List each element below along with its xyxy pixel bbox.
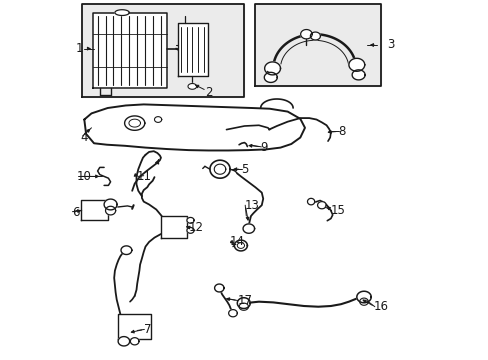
Text: 11: 11	[136, 170, 151, 183]
Polygon shape	[105, 206, 115, 215]
Text: 12: 12	[188, 221, 203, 234]
Polygon shape	[82, 4, 244, 97]
Polygon shape	[307, 198, 314, 205]
Polygon shape	[93, 13, 167, 88]
Polygon shape	[317, 202, 325, 209]
Polygon shape	[186, 228, 194, 233]
Polygon shape	[209, 160, 230, 178]
Text: 13: 13	[244, 199, 259, 212]
Text: 9: 9	[260, 141, 267, 154]
Text: 16: 16	[373, 300, 388, 313]
Polygon shape	[351, 70, 365, 80]
Polygon shape	[300, 30, 311, 39]
Text: 3: 3	[386, 39, 393, 51]
Polygon shape	[228, 310, 237, 317]
Text: 17: 17	[237, 294, 252, 307]
Polygon shape	[81, 200, 107, 220]
Polygon shape	[264, 62, 280, 75]
Polygon shape	[356, 291, 370, 303]
Polygon shape	[214, 284, 224, 292]
Text: 7: 7	[143, 323, 151, 336]
Polygon shape	[234, 240, 247, 251]
Text: 1: 1	[75, 42, 82, 55]
Polygon shape	[187, 84, 196, 89]
Polygon shape	[118, 314, 151, 339]
Text: 5: 5	[241, 163, 248, 176]
Polygon shape	[154, 117, 162, 122]
Polygon shape	[237, 298, 250, 309]
Polygon shape	[255, 4, 381, 86]
Polygon shape	[118, 337, 129, 346]
Polygon shape	[178, 23, 208, 76]
Polygon shape	[161, 216, 186, 238]
Text: 15: 15	[330, 204, 345, 217]
Text: 2: 2	[204, 86, 212, 99]
Polygon shape	[124, 116, 144, 130]
Text: 8: 8	[337, 125, 345, 138]
Polygon shape	[264, 72, 277, 82]
Polygon shape	[121, 246, 132, 255]
Polygon shape	[186, 217, 194, 223]
Polygon shape	[104, 199, 117, 210]
Text: 14: 14	[230, 235, 244, 248]
Text: 10: 10	[77, 170, 92, 183]
Polygon shape	[310, 32, 320, 40]
Polygon shape	[115, 10, 129, 15]
Text: 4: 4	[81, 131, 88, 144]
Polygon shape	[130, 338, 139, 345]
Polygon shape	[243, 224, 254, 233]
Polygon shape	[348, 58, 364, 71]
Text: 6: 6	[72, 206, 79, 219]
